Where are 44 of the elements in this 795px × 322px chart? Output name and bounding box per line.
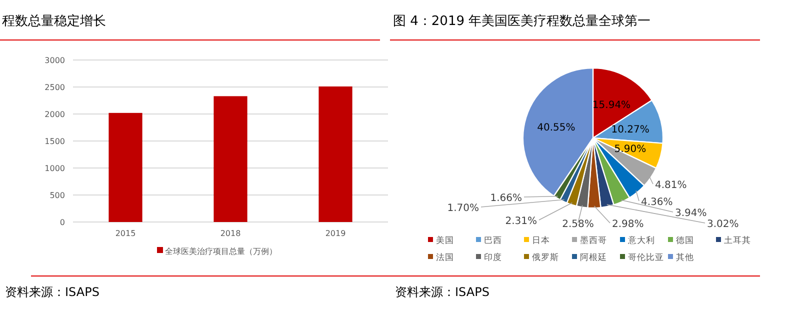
- legend-label: 哥伦比亚: [628, 252, 664, 263]
- bar: [108, 112, 142, 222]
- y-tick-label: 0: [60, 218, 65, 227]
- legend-label: 全球医美治疗项目总量（万例）: [165, 247, 277, 256]
- legend-label: 土耳其: [724, 235, 751, 246]
- x-tick-label: 2015: [115, 229, 136, 238]
- text: 资料来源：ISAPS: [5, 285, 100, 299]
- legend-label: 墨西哥: [580, 235, 607, 246]
- x-tick-label: 2019: [325, 229, 346, 238]
- x-tick-label: 2018: [220, 229, 241, 238]
- bar: [214, 96, 248, 222]
- data-label: 2.31%: [505, 216, 537, 227]
- y-tick-label: 1000: [44, 164, 65, 173]
- legend-label: 阿根廷: [580, 252, 607, 263]
- bar: [318, 86, 352, 222]
- data-label: 40.55%: [537, 122, 576, 134]
- data-label: 3.94%: [675, 208, 707, 219]
- data-label: 5.90%: [614, 144, 646, 155]
- legend-label: 意大利: [627, 235, 655, 246]
- y-tick-label: 2500: [44, 83, 65, 92]
- data-label: 2.58%: [562, 219, 594, 230]
- legend-label: 其他: [676, 252, 694, 263]
- data-label: 4.81%: [655, 180, 687, 191]
- legend-label: 法国: [436, 252, 454, 263]
- data-label: 1.70%: [447, 203, 479, 214]
- data-label: 2.98%: [612, 219, 644, 230]
- data-label: 3.02%: [707, 219, 739, 230]
- y-tick-label: 1500: [44, 137, 65, 146]
- y-tick-label: 500: [50, 191, 65, 200]
- text: 资料来源：ISAPS: [395, 285, 490, 299]
- data-label: 4.36%: [641, 197, 673, 208]
- y-tick-label: 3000: [44, 56, 65, 65]
- data-label: 10.27%: [611, 124, 650, 136]
- legend-label: 俄罗斯: [532, 252, 559, 263]
- legend-label: 德国: [676, 235, 694, 246]
- legend-label: 印度: [484, 252, 502, 263]
- legend-label: 日本: [532, 235, 550, 246]
- y-tick-label: 2000: [44, 110, 65, 119]
- chart-title: 图 4：2019 年美国医美疗程数总量全球第一: [393, 13, 651, 29]
- legend-label: 巴西: [484, 236, 502, 246]
- chart-title: 程数总量稳定增长: [2, 14, 106, 29]
- data-label: 1.66%: [490, 193, 522, 204]
- legend-label: 美国: [436, 235, 454, 246]
- data-label: 15.94%: [592, 100, 631, 112]
